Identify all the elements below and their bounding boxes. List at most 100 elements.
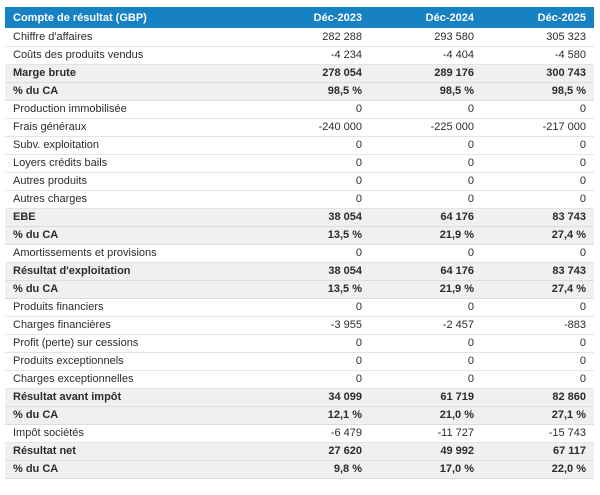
cell-value: 67 117 <box>482 442 594 461</box>
table-row: Impôt sociétés -6 479 -11 727 -15 743 <box>5 424 594 443</box>
row-label: Production immobilisée <box>5 100 258 119</box>
table-header: Compte de résultat (GBP) Déc-2023 Déc-20… <box>5 7 594 28</box>
header-col-dec-2025: Déc-2025 <box>482 7 594 28</box>
row-label: Frais généraux <box>5 118 258 137</box>
cell-value: 38 054 <box>258 208 370 227</box>
table-row: Coûts des produits vendus -4 234 -4 404 -4 … <box>5 46 594 65</box>
table-row: Produits exceptionnels 0 0 0 <box>5 352 594 371</box>
table-row: Frais généraux -240 000 -225 000 -217 000 <box>5 118 594 137</box>
table-row: Autres charges 0 0 0 <box>5 190 594 209</box>
cell-value: 17,0 % <box>370 460 482 479</box>
header-col-dec-2024: Déc-2024 <box>370 7 482 28</box>
cell-value: 27,1 % <box>482 406 594 425</box>
table-row: % du CA 98,5 % 98,5 % 98,5 % <box>5 82 594 101</box>
cell-value: -883 <box>482 316 594 335</box>
cell-value: 0 <box>370 172 482 191</box>
table-row: % du CA 13,5 % 21,9 % 27,4 % <box>5 226 594 245</box>
row-label: Loyers crédits bails <box>5 154 258 173</box>
cell-value: -225 000 <box>370 118 482 137</box>
row-label: % du CA <box>5 82 258 101</box>
cell-value: 0 <box>370 298 482 317</box>
cell-value: 0 <box>258 136 370 155</box>
cell-value: 61 719 <box>370 388 482 407</box>
cell-value: -15 743 <box>482 424 594 443</box>
table-row: Loyers crédits bails 0 0 0 <box>5 154 594 173</box>
row-label: Résultat net <box>5 442 258 461</box>
row-label: Subv. exploitation <box>5 136 258 155</box>
cell-value: 34 099 <box>258 388 370 407</box>
table-row: Produits financiers 0 0 0 <box>5 298 594 317</box>
cell-value: -3 955 <box>258 316 370 335</box>
cell-value: 0 <box>370 370 482 389</box>
cell-value: 0 <box>258 172 370 191</box>
cell-value: 21,9 % <box>370 280 482 299</box>
cell-value: 0 <box>482 154 594 173</box>
income-statement-table-wrap: Compte de résultat (GBP) Déc-2023 Déc-20… <box>5 7 594 479</box>
cell-value: 83 743 <box>482 208 594 227</box>
cell-value: 27 620 <box>258 442 370 461</box>
cell-value: 0 <box>370 136 482 155</box>
row-label: Autres charges <box>5 190 258 209</box>
row-label: EBE <box>5 208 258 227</box>
row-label: Produits exceptionnels <box>5 352 258 371</box>
cell-value: -6 479 <box>258 424 370 443</box>
table-row: % du CA 13,5 % 21,9 % 27,4 % <box>5 280 594 299</box>
cell-value: 0 <box>258 154 370 173</box>
header-col-dec-2023: Déc-2023 <box>258 7 370 28</box>
cell-value: 0 <box>258 352 370 371</box>
table-row: % du CA 12,1 % 21,0 % 27,1 % <box>5 406 594 425</box>
row-label: Charges exceptionnelles <box>5 370 258 389</box>
header-title-cell: Compte de résultat (GBP) <box>5 7 258 28</box>
cell-value: 38 054 <box>258 262 370 281</box>
table-row: Résultat d'exploitation 38 054 64 176 83 74… <box>5 262 594 281</box>
cell-value: 9,8 % <box>258 460 370 479</box>
table-row: Autres produits 0 0 0 <box>5 172 594 191</box>
table-row: Marge brute 278 054 289 176 300 743 <box>5 64 594 83</box>
table-row: Amortissements et provisions 0 0 0 <box>5 244 594 263</box>
cell-value: 293 580 <box>370 28 482 47</box>
cell-value: 0 <box>370 244 482 263</box>
cell-value: 49 992 <box>370 442 482 461</box>
row-label: Marge brute <box>5 64 258 83</box>
row-label: Impôt sociétés <box>5 424 258 443</box>
cell-value: 0 <box>482 334 594 353</box>
cell-value: -11 727 <box>370 424 482 443</box>
cell-value: 64 176 <box>370 208 482 227</box>
cell-value: 27,4 % <box>482 280 594 299</box>
cell-value: 0 <box>370 100 482 119</box>
cell-value: 0 <box>482 244 594 263</box>
cell-value: 0 <box>482 352 594 371</box>
cell-value: 13,5 % <box>258 226 370 245</box>
cell-value: 98,5 % <box>258 82 370 101</box>
cell-value: 0 <box>370 154 482 173</box>
table-row: Chiffre d'affaires 282 288 293 580 305 323 <box>5 28 594 47</box>
row-label: Chiffre d'affaires <box>5 28 258 47</box>
table-row: Subv. exploitation 0 0 0 <box>5 136 594 155</box>
cell-value: 64 176 <box>370 262 482 281</box>
table-row: Production immobilisée 0 0 0 <box>5 100 594 119</box>
cell-value: -4 404 <box>370 46 482 65</box>
cell-value: 0 <box>258 370 370 389</box>
cell-value: -2 457 <box>370 316 482 335</box>
table-row: % du CA 9,8 % 17,0 % 22,0 % <box>5 460 594 479</box>
table-row: Résultat avant impôt 34 099 61 719 82 860 <box>5 388 594 407</box>
row-label: % du CA <box>5 460 258 479</box>
row-label: Produits financiers <box>5 298 258 317</box>
header-row: Compte de résultat (GBP) Déc-2023 Déc-20… <box>5 7 594 28</box>
cell-value: 13,5 % <box>258 280 370 299</box>
cell-value: 0 <box>258 334 370 353</box>
cell-value: 27,4 % <box>482 226 594 245</box>
cell-value: 21,0 % <box>370 406 482 425</box>
cell-value: 305 323 <box>482 28 594 47</box>
table-row: Charges exceptionnelles 0 0 0 <box>5 370 594 389</box>
cell-value: 0 <box>258 244 370 263</box>
cell-value: 0 <box>482 100 594 119</box>
row-label: Autres produits <box>5 172 258 191</box>
cell-value: 300 743 <box>482 64 594 83</box>
row-label: Résultat avant impôt <box>5 388 258 407</box>
cell-value: -217 000 <box>482 118 594 137</box>
row-label: Amortissements et provisions <box>5 244 258 263</box>
cell-value: 0 <box>258 298 370 317</box>
cell-value: 21,9 % <box>370 226 482 245</box>
cell-value: 98,5 % <box>370 82 482 101</box>
